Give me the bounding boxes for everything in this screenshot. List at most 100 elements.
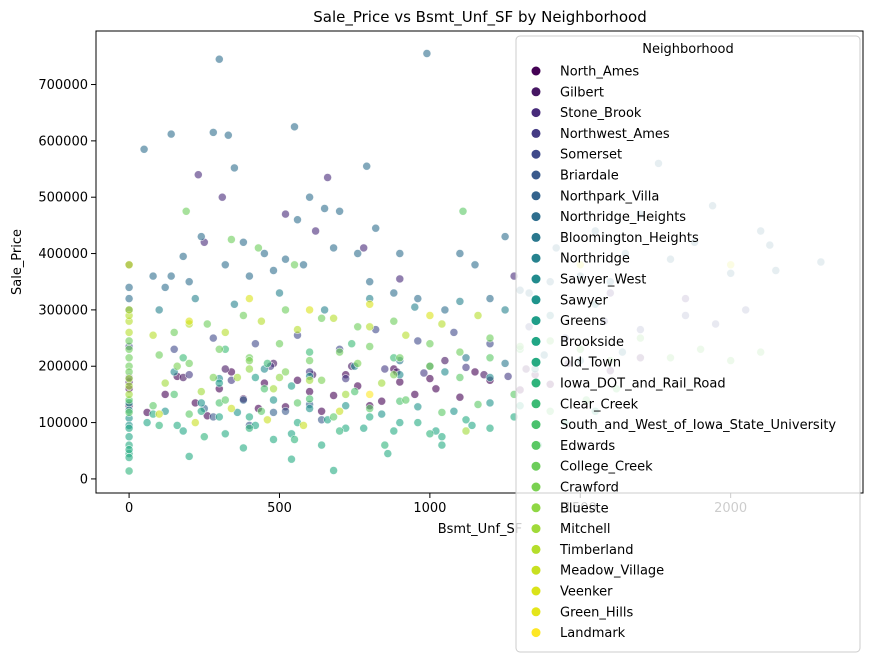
data-point — [178, 353, 188, 363]
y-axis: 0 100000 200000 300000 400000 500000 600000 700… — [38, 78, 96, 487]
data-point — [353, 322, 363, 332]
data-point — [142, 418, 152, 427]
data-point — [290, 435, 299, 444]
data-point — [413, 294, 423, 303]
legend-label: Bloomington_Heights — [560, 231, 699, 246]
data-point — [455, 392, 465, 402]
legend-entry: Bloomington_Heights — [531, 231, 699, 246]
data-point — [139, 145, 149, 154]
y-axis-label: Sale_Price — [10, 229, 25, 295]
legend-label: Northwest_Ames — [560, 127, 670, 142]
data-point — [275, 373, 284, 382]
data-point — [275, 339, 284, 349]
data-point — [191, 294, 200, 303]
legend-marker — [531, 461, 541, 471]
legend-entry: Sawyer_West — [531, 273, 646, 288]
data-point — [437, 440, 447, 450]
data-point — [233, 408, 242, 417]
data-point — [455, 297, 465, 306]
data-point — [124, 408, 134, 417]
legend-entry: Briardale — [531, 169, 619, 184]
legend-marker — [531, 503, 541, 513]
legend-marker — [531, 87, 541, 97]
legend-marker — [531, 440, 541, 450]
data-point — [166, 129, 176, 139]
data-point — [425, 374, 435, 383]
data-point — [422, 49, 432, 58]
data-point — [485, 333, 495, 343]
legend-entries: North_Ames Gilbert Stone_Brook Northwest_Am… — [531, 65, 836, 641]
data-point — [269, 408, 278, 417]
data-point — [461, 426, 471, 436]
data-point — [419, 368, 429, 378]
legend-label: Green_Hills — [560, 605, 633, 620]
data-point — [458, 207, 468, 216]
data-point — [347, 339, 357, 349]
legend-entry: South_and_West_of_Iowa_State_University — [531, 418, 836, 433]
data-point — [329, 391, 338, 400]
data-point — [191, 418, 200, 427]
x-tick-label: 0 — [125, 501, 133, 516]
data-point — [184, 359, 194, 368]
data-point — [124, 390, 134, 399]
legend-label: Meadow_Village — [560, 564, 664, 579]
data-point — [350, 387, 360, 396]
data-point — [260, 249, 269, 258]
y-tick-label: 600000 — [38, 134, 88, 149]
data-point — [124, 344, 134, 354]
data-point — [160, 390, 170, 399]
legend-marker — [531, 170, 541, 180]
legend-label: Brookside — [560, 335, 624, 350]
data-point — [329, 466, 338, 475]
legend-label: Northpark_Villa — [560, 189, 659, 204]
data-point — [160, 283, 170, 292]
data-point — [410, 302, 420, 312]
data-point — [500, 232, 510, 241]
plot-border — [95, 30, 864, 494]
data-point — [233, 373, 242, 382]
legend-marker — [531, 628, 541, 638]
legend: Neighborhood North_Ames Gilbert Stone_Broo… — [515, 35, 861, 653]
data-point — [184, 409, 194, 419]
legend-marker — [531, 212, 541, 222]
data-point — [181, 207, 191, 216]
y-tick-label: 500000 — [38, 191, 88, 206]
data-point — [269, 384, 278, 394]
data-point — [371, 223, 381, 233]
x-tick-label: 1000 — [413, 501, 446, 516]
data-point — [209, 128, 218, 137]
legend-marker — [531, 316, 541, 326]
legend-marker — [531, 108, 541, 118]
y-tick-label: 300000 — [38, 303, 88, 318]
data-point — [154, 409, 164, 419]
data-point — [215, 412, 224, 422]
data-point — [467, 421, 477, 430]
legend-marker — [531, 253, 541, 263]
data-point — [299, 260, 308, 270]
data-point — [401, 330, 411, 340]
data-point — [293, 375, 302, 385]
data-point — [269, 266, 278, 275]
data-point — [221, 395, 230, 405]
legend-entry: Timberland — [531, 543, 633, 558]
legend-marker — [531, 607, 541, 617]
data-point — [470, 367, 480, 377]
data-point — [224, 130, 233, 140]
data-point — [245, 364, 254, 374]
data-point — [154, 421, 164, 430]
data-point — [473, 311, 483, 320]
data-point — [245, 423, 254, 433]
data-point — [281, 305, 290, 315]
data-point — [221, 328, 230, 337]
data-point — [124, 305, 134, 315]
data-point — [160, 378, 170, 388]
legend-entry: Veenker — [531, 585, 613, 600]
legend-label: Somerset — [560, 148, 622, 163]
legend-marker — [531, 336, 541, 346]
legend-label: Sawyer_West — [560, 273, 646, 288]
data-point — [425, 429, 435, 439]
y-tick-label: 100000 — [38, 416, 88, 431]
data-point — [311, 226, 320, 236]
data-point — [124, 374, 134, 383]
